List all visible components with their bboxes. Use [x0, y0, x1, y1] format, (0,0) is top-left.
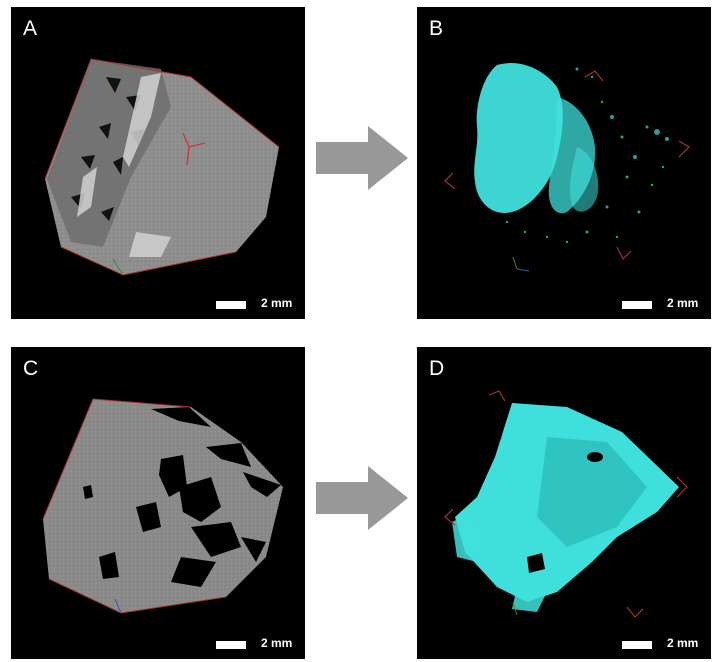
panel-d: D 2 mm: [417, 347, 711, 659]
panel-label: A: [23, 17, 38, 40]
panel-b: B 2 mm: [417, 7, 711, 319]
segmentation-image: [444, 63, 690, 272]
scale-label: 2 mm: [667, 296, 699, 310]
segmentation-image: [444, 390, 688, 622]
scale-bar: [216, 641, 246, 649]
crystal-ct-image: [42, 398, 283, 614]
panel-label: D: [429, 357, 445, 380]
scale-label: 2 mm: [667, 636, 699, 650]
arrow-right-icon: [316, 466, 408, 530]
scale-label: 2 mm: [261, 296, 293, 310]
arrow-right-icon: [316, 126, 408, 190]
scale-bar: [622, 301, 652, 309]
panel-c: C 2 mm: [11, 347, 305, 659]
crystal-ct-image: [44, 58, 280, 276]
scale-bar: [622, 641, 652, 649]
scale-label: 2 mm: [261, 636, 293, 650]
panel-a: A 2 mm: [11, 7, 305, 319]
scale-bar: [216, 301, 246, 309]
panel-label: C: [23, 357, 39, 380]
panel-label: B: [429, 17, 444, 40]
